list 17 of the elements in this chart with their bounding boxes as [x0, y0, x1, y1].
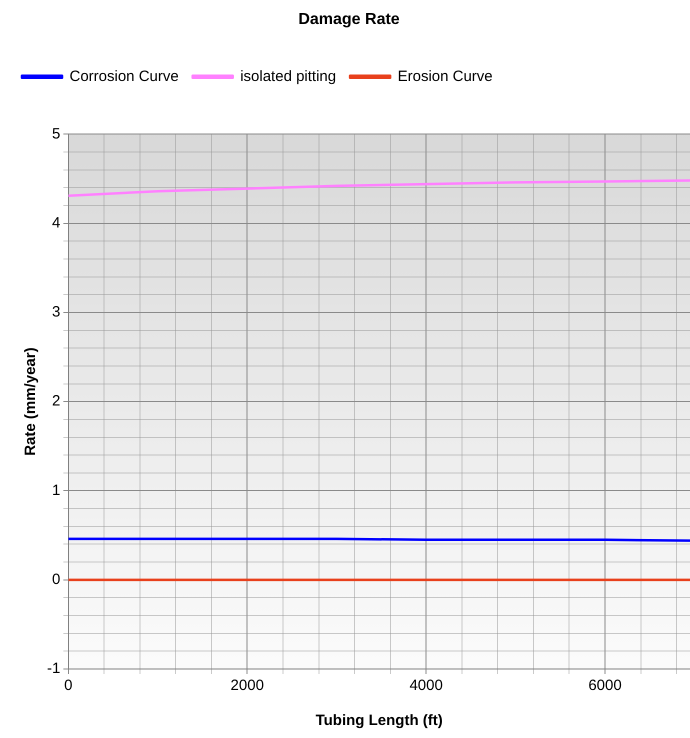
- x-tick-label: 2000: [230, 677, 264, 694]
- legend-label: Corrosion Curve: [70, 68, 179, 85]
- y-tick-label: 2: [52, 392, 60, 410]
- y-tick-label: 0: [52, 571, 60, 588]
- x-axis-title: Tubing Length (ft): [316, 712, 443, 730]
- legend-label: Erosion Curve: [398, 68, 493, 85]
- x-tick-label: 6000: [588, 677, 622, 694]
- y-tick-label: 4: [52, 214, 60, 232]
- legend-label: isolated pitting: [240, 68, 336, 85]
- y-tick-label: 3: [52, 304, 60, 321]
- x-tick-label: 0: [64, 677, 73, 694]
- y-tick-label: 1: [52, 482, 60, 499]
- y-tick-label: 5: [52, 125, 60, 142]
- y-tick-label: -1: [46, 660, 60, 678]
- y-axis-title: Rate (mm/year): [22, 347, 40, 456]
- chart-title: Damage Rate: [298, 11, 400, 28]
- x-tick-label: 4000: [409, 677, 443, 694]
